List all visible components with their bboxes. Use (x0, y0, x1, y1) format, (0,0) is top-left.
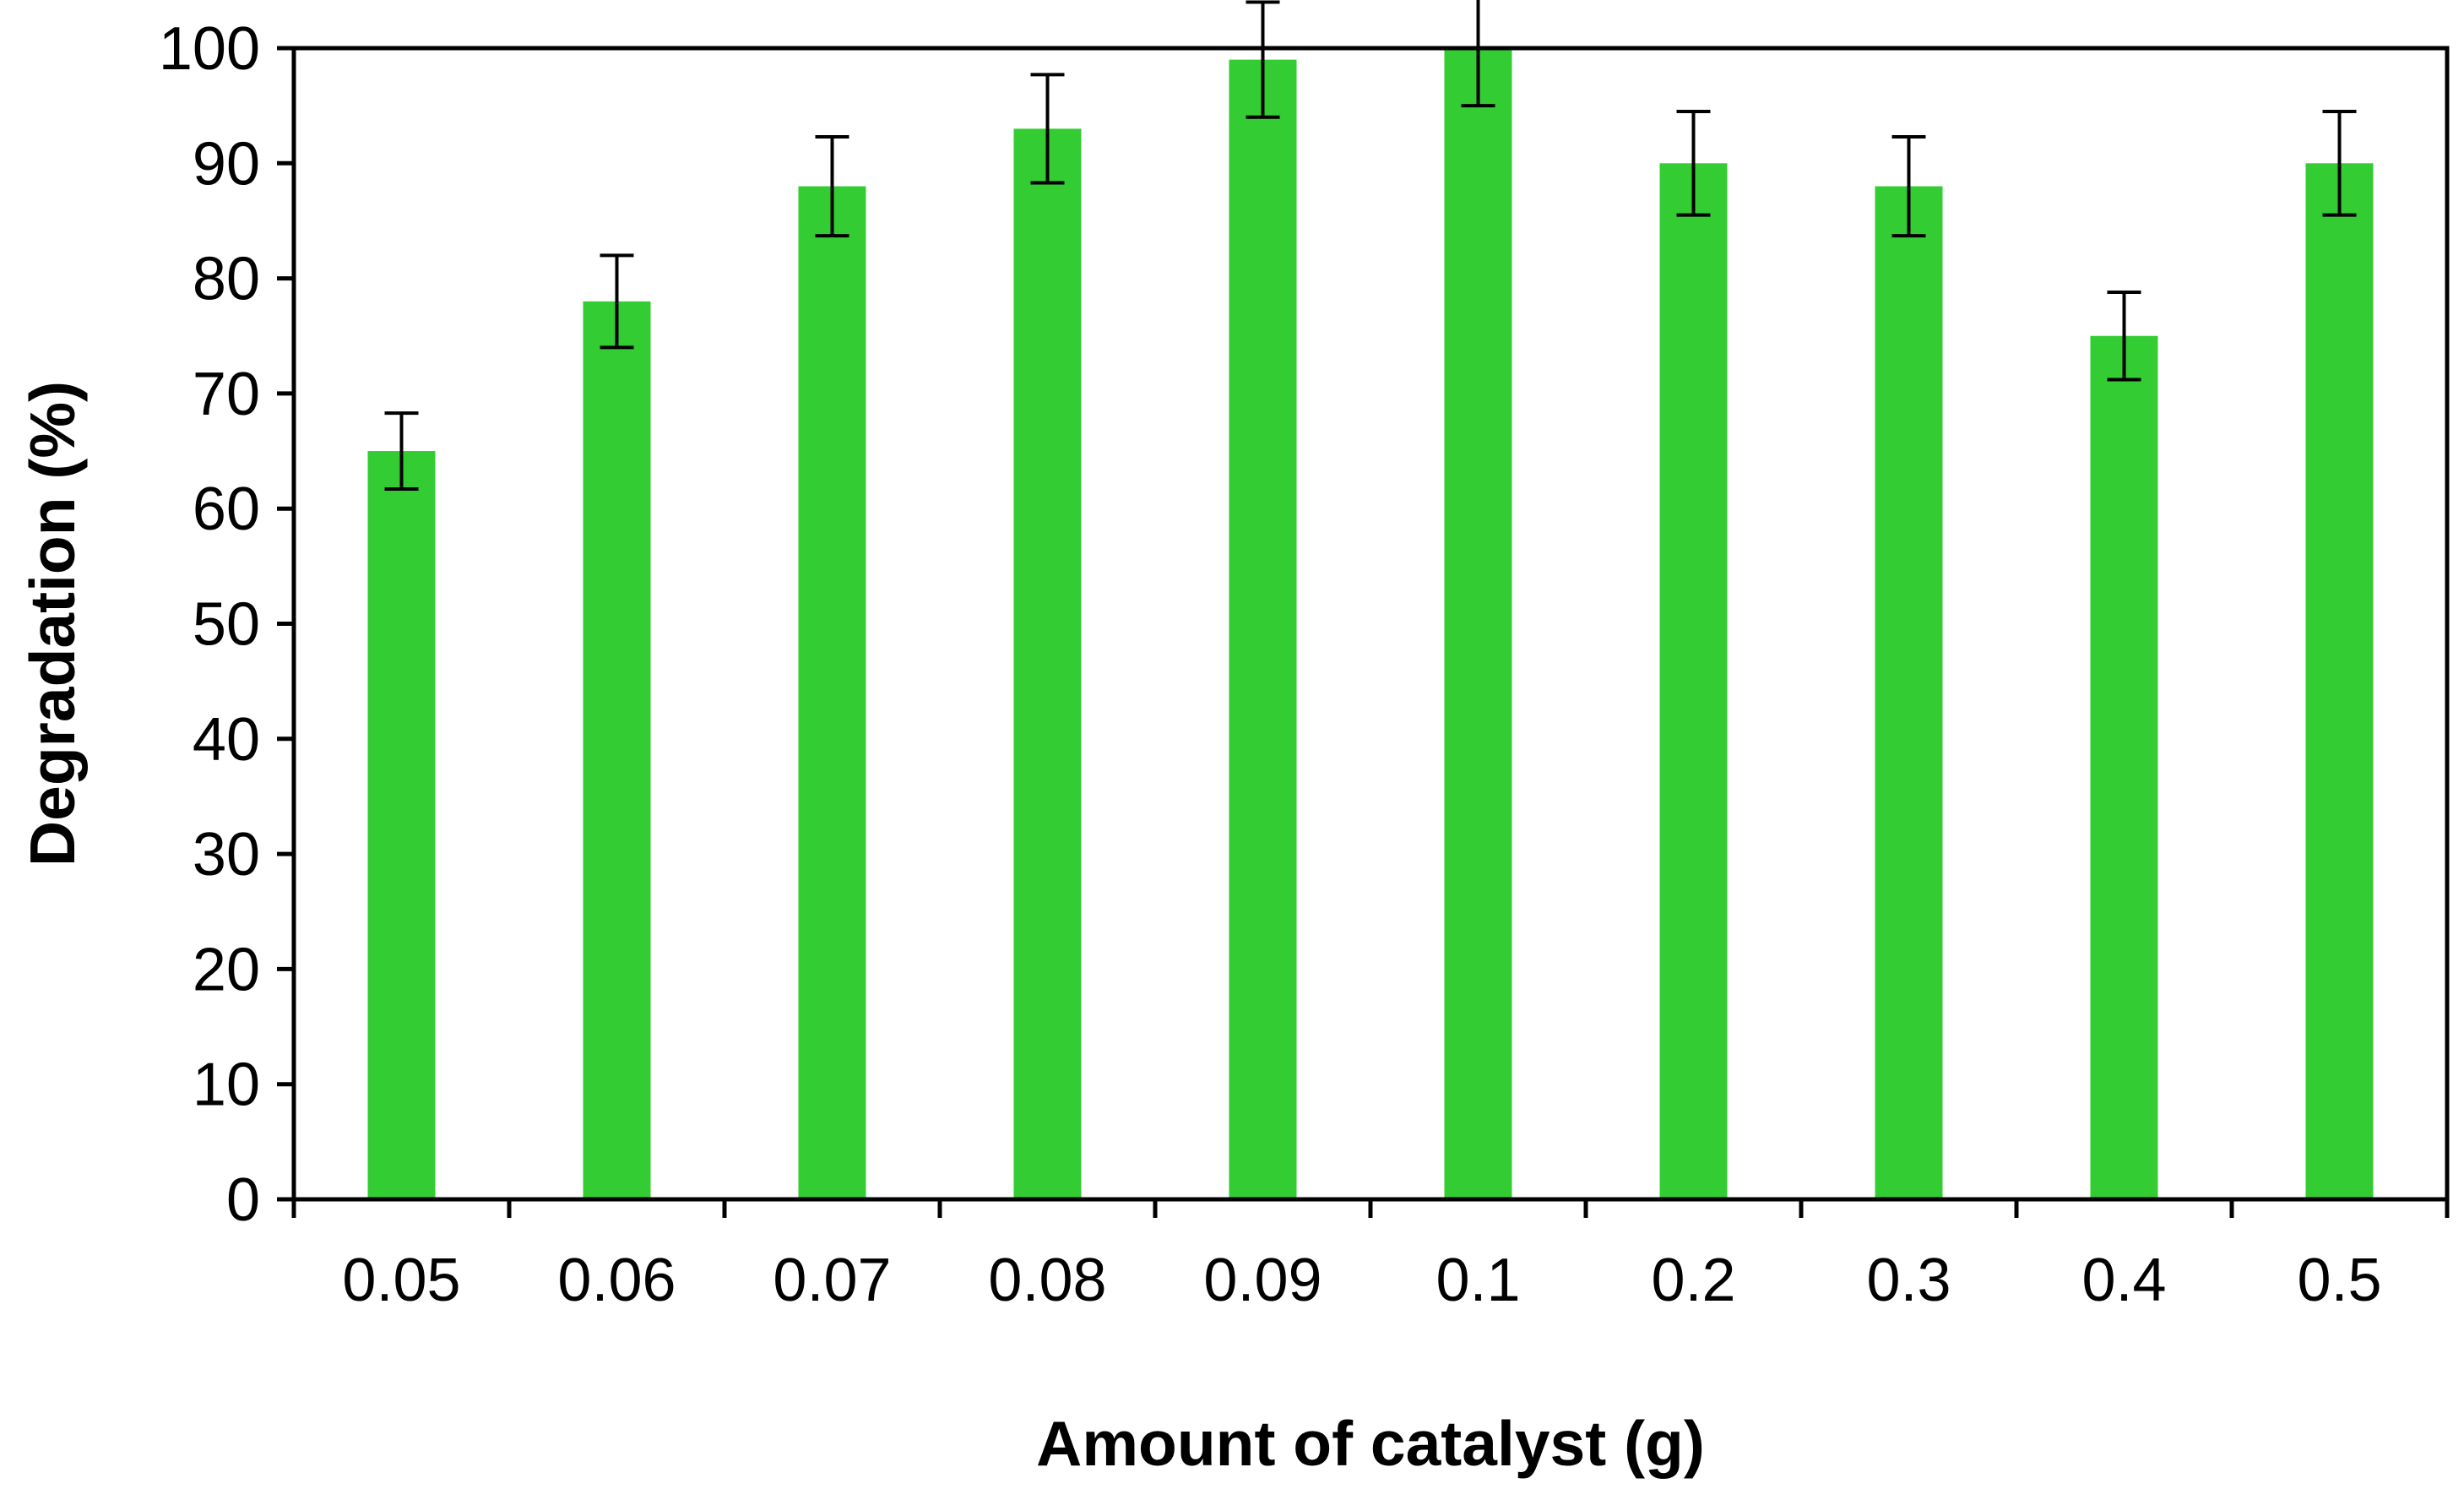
tick-labels-group: 0 10 20 30 40 50 60 70 80 90 100 0.05 0.06 0.07 0.08 0.… (159, 15, 2382, 1314)
x-tick-label-0.2: 0.2 (1651, 1247, 1735, 1314)
x-tick-label-0.06: 0.06 (557, 1247, 676, 1314)
bar-0.4 (2090, 335, 2158, 1199)
y-tick-label-20: 20 (193, 936, 260, 1003)
y-tick-label-100: 100 (159, 15, 260, 83)
y-tick-label-40: 40 (193, 706, 260, 774)
y-tick-label-10: 10 (193, 1052, 260, 1119)
x-tick-label-0.1: 0.1 (1436, 1247, 1520, 1314)
bar-0.06 (583, 301, 651, 1199)
bar-0.05 (367, 451, 436, 1199)
bar-0.09 (1229, 59, 1297, 1199)
bar-0.1 (1444, 48, 1512, 1199)
y-tick-label-80: 80 (193, 246, 260, 313)
x-tick-label-0.07: 0.07 (773, 1247, 891, 1314)
y-tick-label-0: 0 (226, 1166, 260, 1234)
error-bars-group (384, 0, 2357, 492)
bar-0.07 (798, 186, 866, 1199)
y-tick-label-50: 50 (193, 591, 260, 659)
bars-group (367, 48, 2374, 1199)
y-tick-label-70: 70 (193, 361, 260, 428)
x-tick-label-0.09: 0.09 (1203, 1247, 1322, 1314)
x-tick-label-0.5: 0.5 (2297, 1247, 2381, 1314)
y-tick-label-90: 90 (193, 130, 260, 198)
bar-0.3 (1875, 186, 1943, 1199)
x-tick-label-0.08: 0.08 (988, 1247, 1106, 1314)
bar-0.08 (1013, 128, 1082, 1199)
x-axis-title: Amount of catalyst (g) (1036, 1408, 1705, 1479)
y-tick-label-30: 30 (193, 821, 260, 889)
x-tick-label-0.4: 0.4 (2081, 1247, 2166, 1314)
x-tick-label-0.3: 0.3 (1866, 1247, 1951, 1314)
y-axis-title: Degradation (%) (17, 381, 88, 867)
x-tick-label-0.05: 0.05 (342, 1247, 460, 1314)
bar-0.2 (1659, 163, 1728, 1199)
axes-group (277, 46, 2450, 1218)
bar-0.5 (2305, 163, 2374, 1199)
y-tick-label-60: 60 (193, 476, 260, 543)
